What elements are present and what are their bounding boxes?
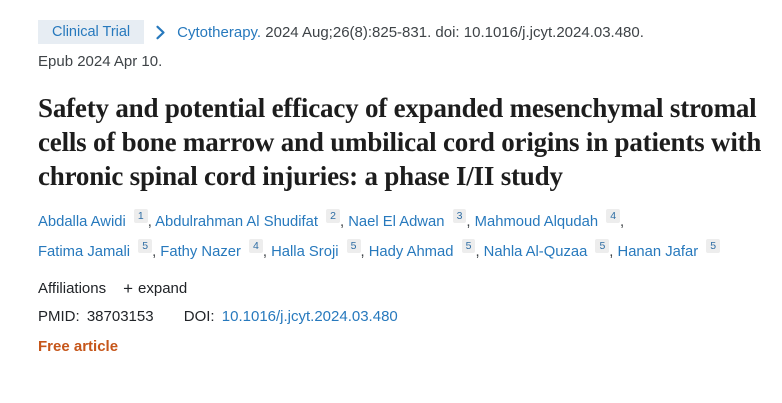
author-link[interactable]: Mahmoud Alqudah	[474, 214, 599, 230]
plus-icon: +	[123, 279, 134, 298]
pmid-value: 38703153	[86, 308, 154, 325]
citation-details: 2024 Aug;26(8):825-831. doi: 10.1016/j.j…	[265, 23, 644, 41]
author-separator: ,	[609, 244, 618, 260]
author-link[interactable]: Abdalla Awidi	[38, 214, 126, 230]
affiliation-superscript[interactable]: 1	[133, 209, 148, 223]
author: Fathy Nazer 4	[160, 239, 263, 260]
author: Fatima Jamali 5	[38, 239, 153, 260]
affiliations-label: Affiliations	[38, 280, 107, 297]
affiliations-row: Affiliations + expand	[38, 280, 762, 297]
expand-label: expand	[138, 280, 188, 297]
citation-row: Clinical Trial Cytotherapy. 2024 Aug;26(…	[38, 20, 762, 44]
author-separator: ,	[360, 244, 369, 260]
affiliation-superscript[interactable]: 5	[706, 239, 721, 253]
author-separator: ,	[147, 214, 156, 230]
author-link[interactable]: Nahla Al-Quzaa	[483, 244, 588, 260]
author: Mahmoud Alqudah 4	[474, 209, 621, 230]
chevron-right-icon	[155, 25, 166, 40]
affiliation-superscript[interactable]: 5	[346, 239, 361, 253]
author: Nael El Adwan 3	[348, 209, 467, 230]
article-title: Safety and potential efficacy of expande…	[38, 93, 762, 191]
doi-group: DOI: 10.1016/j.jcyt.2024.03.480	[184, 308, 398, 325]
author-separator: ,	[152, 244, 161, 260]
affiliation-superscript[interactable]: 2	[326, 209, 340, 223]
affiliations-expand-button[interactable]: + expand	[123, 280, 187, 297]
affiliation-superscript[interactable]: 3	[452, 209, 467, 223]
free-article-badge: Free article	[38, 338, 119, 355]
author-link[interactable]: Hanan Jafar	[617, 244, 699, 260]
author: Abdulrahman Al Shudifat 2	[155, 209, 340, 230]
journal-link[interactable]: Cytotherapy.	[177, 23, 262, 41]
article-header-page: Clinical Trial Cytotherapy. 2024 Aug;26(…	[38, 20, 762, 355]
affiliation-superscript[interactable]: 5	[461, 239, 476, 253]
identifiers-row: PMID: 38703153 DOI: 10.1016/j.jcyt.2024.…	[38, 308, 762, 325]
epub-date: Epub 2024 Apr 10.	[38, 53, 163, 70]
author-link[interactable]: Fathy Nazer	[160, 244, 241, 260]
author: Hanan Jafar 5	[617, 239, 721, 260]
citation-text: Cytotherapy. 2024 Aug;26(8):825-831. doi…	[177, 24, 644, 41]
affiliation-superscript[interactable]: 4	[606, 209, 621, 223]
author-separator: ,	[466, 214, 475, 230]
author-separator: ,	[475, 244, 484, 260]
author-separator: ,	[620, 214, 625, 230]
author: Hady Ahmad 5	[368, 239, 476, 260]
author-link[interactable]: Nael El Adwan	[348, 214, 445, 230]
author-link[interactable]: Halla Sroji	[271, 244, 339, 260]
author-separator: ,	[262, 244, 272, 260]
author-link[interactable]: Fatima Jamali	[38, 244, 131, 260]
doi-link[interactable]: 10.1016/j.jcyt.2024.03.480	[221, 308, 398, 325]
author: Nahla Al-Quzaa 5	[483, 239, 610, 260]
affiliation-superscript[interactable]: 4	[249, 239, 263, 253]
author: Halla Sroji 5	[271, 239, 361, 260]
affiliation-superscript[interactable]: 5	[138, 239, 153, 253]
author: Abdalla Awidi 1	[38, 209, 148, 230]
author-link[interactable]: Abdulrahman Al Shudifat	[155, 214, 318, 230]
author-link[interactable]: Hady Ahmad	[368, 244, 454, 260]
pmid-label: PMID:	[38, 308, 80, 325]
author-separator: ,	[339, 214, 349, 230]
affiliation-superscript[interactable]: 5	[595, 239, 610, 253]
authors-list: Abdalla Awidi 1, Abdulrahman Al Shudifat…	[38, 207, 734, 267]
doi-label: DOI:	[183, 308, 215, 325]
publication-type-badge[interactable]: Clinical Trial	[38, 20, 145, 44]
